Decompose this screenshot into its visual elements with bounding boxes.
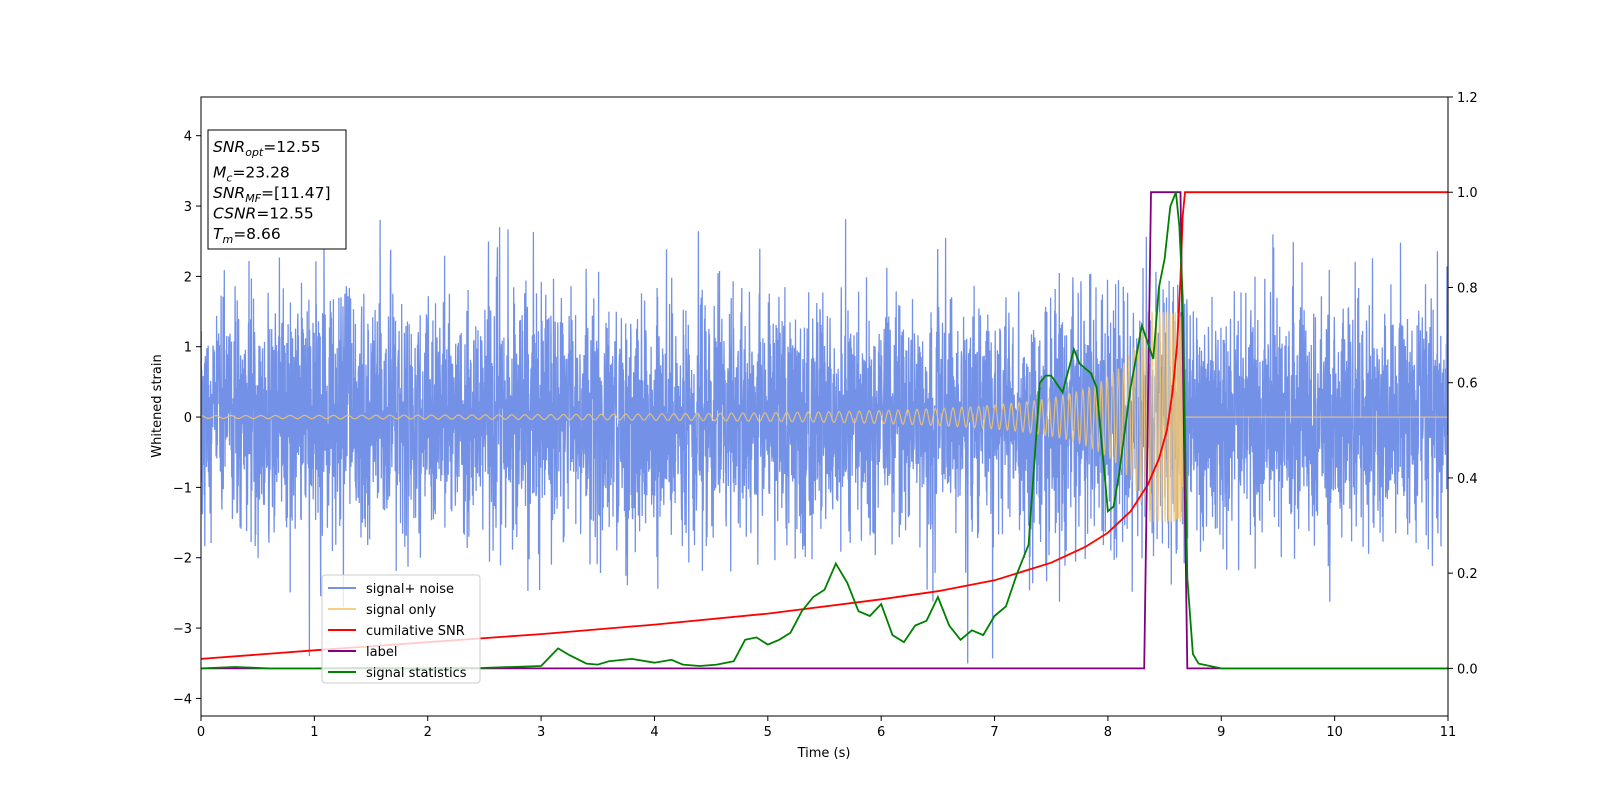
y-tick-label: −3 [173, 622, 192, 637]
y-axis-right: 1.2 1.0 0.8 0.6 0.4 0.2 0.0 [1448, 91, 1478, 677]
legend-label: signal statistics [366, 666, 467, 681]
series-signal-only-line [201, 310, 1448, 523]
stats-annotation-box: SNRopt=12.55Mc=23.28SNRMF=[11.47]CSNR=12… [207, 129, 347, 250]
annotation-value: =[11.47] [261, 184, 330, 202]
annotation-subscript: opt [245, 146, 264, 159]
series-signal-noise-line [201, 219, 1448, 664]
annotation-line: SNRopt=12.55 [213, 138, 321, 159]
annotation-subscript: MF [245, 192, 261, 205]
annotation-line: SNRMF=[11.47] [213, 184, 331, 205]
y-axis-left: 4 3 2 1 0 −1 −2 −3 −4 [173, 130, 201, 707]
legend-label: signal only [366, 603, 436, 618]
y-tick-label: −4 [173, 692, 192, 707]
x-tick-label: 2 [424, 725, 432, 740]
x-axis-label: Time (s) [797, 746, 851, 761]
annotation-line: Tm=8.66 [213, 225, 281, 246]
y-tick-label: −1 [173, 481, 192, 496]
y-tick-label: 4 [184, 130, 192, 145]
y-tick-label: −2 [173, 552, 192, 567]
y-tick-label: 1 [184, 341, 192, 356]
x-tick-label: 6 [877, 725, 885, 740]
x-tick-label: 3 [537, 725, 545, 740]
y2-tick-label: 0.4 [1457, 472, 1478, 487]
annotation-subscript: m [222, 233, 233, 246]
legend-label: signal+ noise [366, 582, 454, 597]
y-tick-label: 0 [184, 411, 192, 426]
plot-area [201, 191, 1448, 670]
y2-tick-label: 1.0 [1457, 186, 1478, 201]
y2-tick-label: 0.2 [1457, 567, 1478, 582]
series-signal-statistics-line [201, 191, 1448, 670]
legend: signal+ noise signal only cumilative SNR la… [321, 574, 481, 684]
x-tick-label: 0 [197, 725, 205, 740]
annotation-symbol: SNR [213, 184, 245, 202]
y-tick-label: 3 [184, 200, 192, 215]
legend-label: cumilative SNR [366, 624, 465, 639]
y2-tick-label: 1.2 [1457, 91, 1478, 106]
annotation-line: CSNR=12.55 [213, 205, 314, 223]
x-tick-label: 8 [1104, 725, 1112, 740]
series-cumulative-snr-line [201, 191, 1448, 660]
axes-frame [200, 96, 1449, 717]
annotation-subscript: c [226, 172, 232, 185]
x-tick-label: 1 [310, 725, 318, 740]
y2-tick-label: 0.6 [1457, 377, 1478, 392]
annotation-symbol: CSNR [213, 205, 256, 223]
annotation-value: =8.66 [233, 225, 281, 243]
x-tick-label: 9 [1217, 725, 1225, 740]
annotation-symbol: T [213, 225, 224, 243]
annotation-value: =12.55 [256, 205, 313, 223]
annotation-value: =23.28 [232, 164, 289, 182]
x-tick-label: 11 [1440, 725, 1457, 740]
x-tick-label: 5 [764, 725, 772, 740]
x-tick-label: 7 [990, 725, 998, 740]
y2-tick-label: 0.0 [1457, 662, 1478, 677]
x-axis: 0 1 2 3 4 5 6 7 8 9 10 11 [197, 716, 1456, 740]
x-tick-label: 10 [1326, 725, 1343, 740]
annotation-symbol: M [213, 164, 226, 182]
annotation-symbol: SNR [213, 138, 245, 156]
annotation-line: Mc=23.28 [213, 164, 290, 185]
annotation-value: =12.55 [263, 138, 320, 156]
y-tick-label: 2 [184, 270, 192, 285]
x-tick-label: 4 [650, 725, 658, 740]
y-axis-label: Whitened strain [150, 354, 165, 457]
legend-label: label [366, 645, 397, 660]
y2-tick-label: 0.8 [1457, 281, 1478, 296]
